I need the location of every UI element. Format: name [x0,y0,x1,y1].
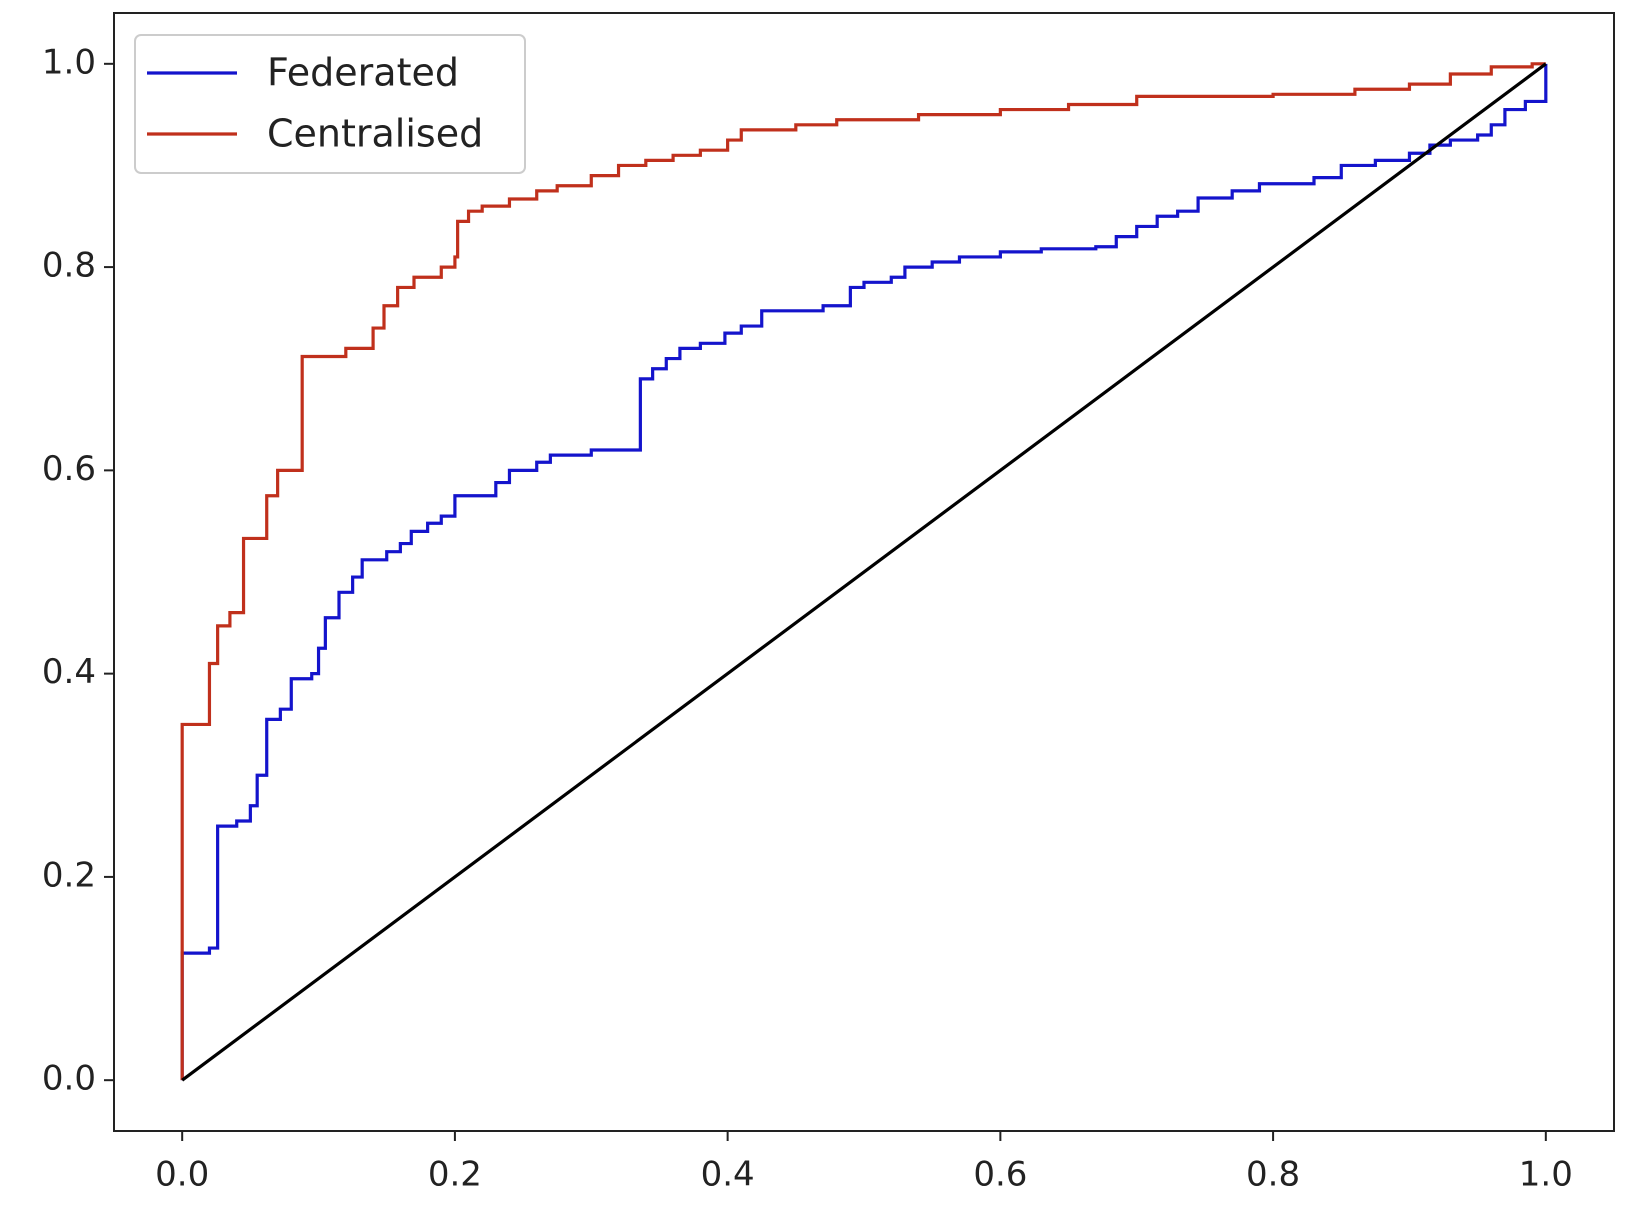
series-line [180,62,1546,1081]
y-tick-label: 0.6 [42,449,96,489]
legend-label: Federated [267,51,459,95]
y-tick-label: 1.0 [42,42,96,82]
x-tick-label: 0.4 [701,1155,755,1195]
x-tick-label: 0.6 [973,1155,1027,1195]
x-tick-label: 0.0 [155,1155,209,1195]
x-tick-label: 1.0 [1519,1155,1573,1195]
y-tick-label: 0.4 [42,652,96,692]
y-tick-label: 0.8 [42,246,96,286]
legend-label: Centralised [267,112,483,156]
legend: Federated Centralised [134,34,526,174]
y-tick-label: 0.0 [42,1059,96,1099]
series-line [180,63,1548,1081]
y-tick-label: 0.2 [42,855,96,895]
legend-box [134,34,526,174]
x-tick-label: 0.8 [1246,1155,1300,1195]
x-tick-label: 0.2 [428,1155,482,1195]
plot-frame [113,12,1615,1132]
series-line [181,62,1547,1082]
